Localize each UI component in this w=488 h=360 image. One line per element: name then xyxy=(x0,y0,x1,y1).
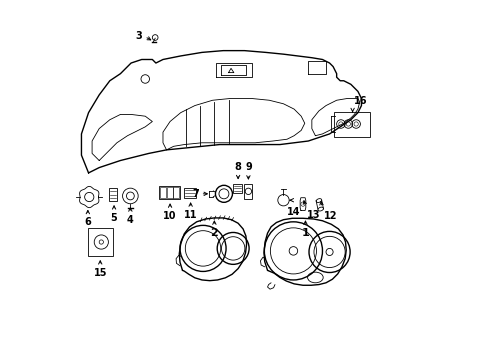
Bar xyxy=(109,188,117,201)
Text: 10: 10 xyxy=(163,211,177,221)
Bar xyxy=(160,188,166,198)
Bar xyxy=(244,184,252,199)
Text: 2: 2 xyxy=(210,228,218,238)
Text: 4: 4 xyxy=(127,215,134,225)
Text: 5: 5 xyxy=(110,213,117,222)
Text: 13: 13 xyxy=(306,210,320,220)
Text: 7: 7 xyxy=(192,189,198,199)
Bar xyxy=(88,228,112,256)
Text: 1: 1 xyxy=(301,228,309,238)
Text: 11: 11 xyxy=(183,210,197,220)
Bar xyxy=(184,188,195,198)
Text: 14: 14 xyxy=(286,207,300,217)
Text: 16: 16 xyxy=(354,95,367,105)
Bar xyxy=(173,188,179,198)
Text: 6: 6 xyxy=(84,217,91,227)
Bar xyxy=(159,186,180,199)
Bar xyxy=(166,188,172,198)
Text: 3: 3 xyxy=(135,31,142,41)
Text: 9: 9 xyxy=(244,162,251,172)
Text: 12: 12 xyxy=(323,211,336,221)
Text: 8: 8 xyxy=(234,162,241,172)
Text: 15: 15 xyxy=(93,267,107,278)
Bar xyxy=(233,184,242,193)
